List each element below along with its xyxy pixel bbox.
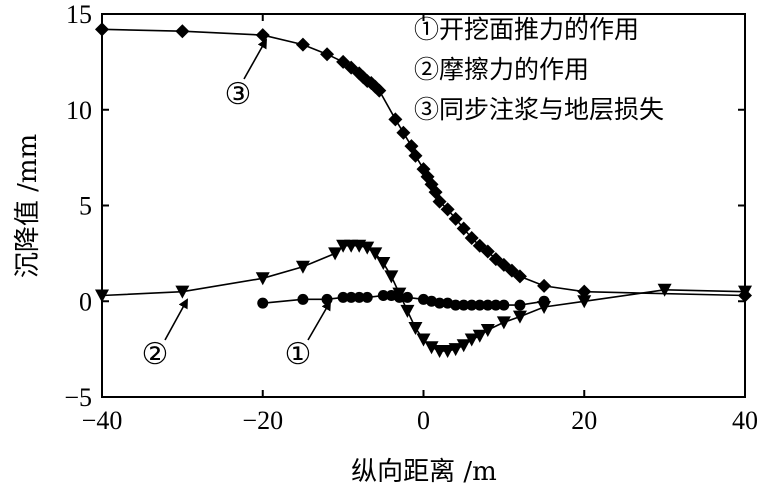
x-tick-label: 20 xyxy=(571,406,597,435)
diamond-marker xyxy=(512,269,527,284)
circle-marker xyxy=(474,299,486,311)
triangle-marker xyxy=(512,310,527,324)
circle-marker xyxy=(498,299,510,311)
triangle-marker xyxy=(464,333,479,347)
legend-item-3: ③同步注浆与地层损失 xyxy=(414,95,664,124)
triangle-marker xyxy=(295,260,310,274)
circle-marker xyxy=(466,299,478,311)
x-tick-label: 40 xyxy=(732,406,758,435)
diamond-marker xyxy=(408,148,423,163)
callout-arrow-3 xyxy=(243,38,267,80)
circle-marker xyxy=(458,299,470,311)
y-tick-label: 10 xyxy=(66,96,92,125)
circle-marker xyxy=(361,291,373,303)
triangle-marker xyxy=(440,345,455,359)
triangle-marker xyxy=(577,295,592,309)
axis-tick-labels: −40 −20 0 20 40 −5 0 5 10 15 xyxy=(64,0,758,435)
circle-marker xyxy=(297,293,309,305)
diamond-marker xyxy=(388,112,403,127)
x-axis-label: 纵向距离 /m xyxy=(351,457,497,487)
circle-marker xyxy=(345,291,357,303)
diamond-marker xyxy=(464,231,479,246)
diamond-marker xyxy=(372,83,387,98)
diamond-marker xyxy=(738,288,752,303)
triangle-marker xyxy=(368,247,383,261)
y-tick-label: 0 xyxy=(79,287,92,316)
circle-marker xyxy=(434,297,446,309)
callouts: ① ② ③ xyxy=(142,38,332,372)
triangle-marker xyxy=(456,339,471,353)
triangle-marker xyxy=(416,333,431,347)
triangle-marker xyxy=(537,300,552,314)
triangle-marker xyxy=(496,316,511,330)
triangle-marker xyxy=(175,285,190,299)
callout-label-2: ② xyxy=(142,337,169,372)
y-tick-label: 15 xyxy=(66,0,92,29)
triangle-marker xyxy=(328,247,343,261)
triangle-marker xyxy=(384,270,399,284)
y-tick-label: 5 xyxy=(79,192,92,221)
callout-label-1: ① xyxy=(285,337,312,372)
diamond-marker xyxy=(440,202,455,217)
triangle-marker xyxy=(448,343,463,357)
diamond-marker xyxy=(396,125,411,140)
y-tick-label: −5 xyxy=(64,383,92,412)
triangle-marker xyxy=(472,329,487,343)
diamond-marker xyxy=(320,47,335,62)
legend-item-2: ②摩擦力的作用 xyxy=(414,55,589,84)
circle-marker xyxy=(337,291,349,303)
diamond-marker xyxy=(432,194,447,209)
circle-marker xyxy=(450,299,462,311)
circle-marker xyxy=(490,299,502,311)
x-tick-label: −40 xyxy=(82,406,123,435)
circle-marker xyxy=(482,299,494,311)
legend: ①开挖面推力的作用 ②摩擦力的作用 ③同步注浆与地层损失 xyxy=(414,15,664,124)
x-tick-label: 0 xyxy=(417,406,430,435)
callout-arrow-2 xyxy=(164,298,188,341)
diamond-marker xyxy=(448,211,463,226)
diamond-marker xyxy=(480,244,495,259)
triangle-marker xyxy=(408,322,423,336)
triangle-marker xyxy=(360,241,375,255)
diamond-marker xyxy=(95,22,109,37)
circle-marker xyxy=(377,290,389,302)
legend-item-1: ①开挖面推力的作用 xyxy=(414,15,639,44)
circle-marker xyxy=(514,299,526,311)
triangle-marker xyxy=(376,256,391,270)
circle-marker xyxy=(353,291,365,303)
triangle-marker xyxy=(480,323,495,337)
triangle-marker xyxy=(424,341,439,355)
series-markers xyxy=(95,22,752,359)
diamond-marker xyxy=(577,284,592,299)
y-axis-label: 沉降值 /mm xyxy=(13,134,43,278)
triangle-marker xyxy=(392,287,407,301)
triangle-marker xyxy=(657,283,672,297)
circle-marker xyxy=(257,297,269,309)
circle-marker xyxy=(321,293,333,305)
diamond-marker xyxy=(456,221,471,236)
triangle-marker xyxy=(255,272,270,286)
triangle-marker xyxy=(95,289,109,303)
callout-arrow-1 xyxy=(307,300,332,341)
x-tick-label: −20 xyxy=(242,406,283,435)
diamond-marker xyxy=(537,278,552,293)
diamond-marker xyxy=(175,24,190,39)
diamond-marker xyxy=(295,37,310,52)
callout-label-3: ③ xyxy=(225,77,252,112)
circle-marker xyxy=(401,291,413,303)
triangle-marker xyxy=(400,304,415,318)
